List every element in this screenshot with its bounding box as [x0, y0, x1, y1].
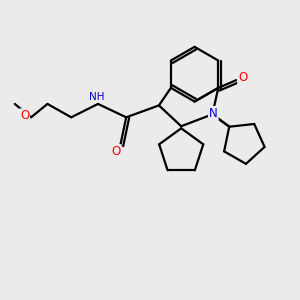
Text: O: O: [111, 145, 120, 158]
Text: N: N: [209, 107, 218, 120]
Text: O: O: [238, 71, 248, 84]
Text: NH: NH: [89, 92, 104, 101]
Text: O: O: [20, 109, 29, 122]
